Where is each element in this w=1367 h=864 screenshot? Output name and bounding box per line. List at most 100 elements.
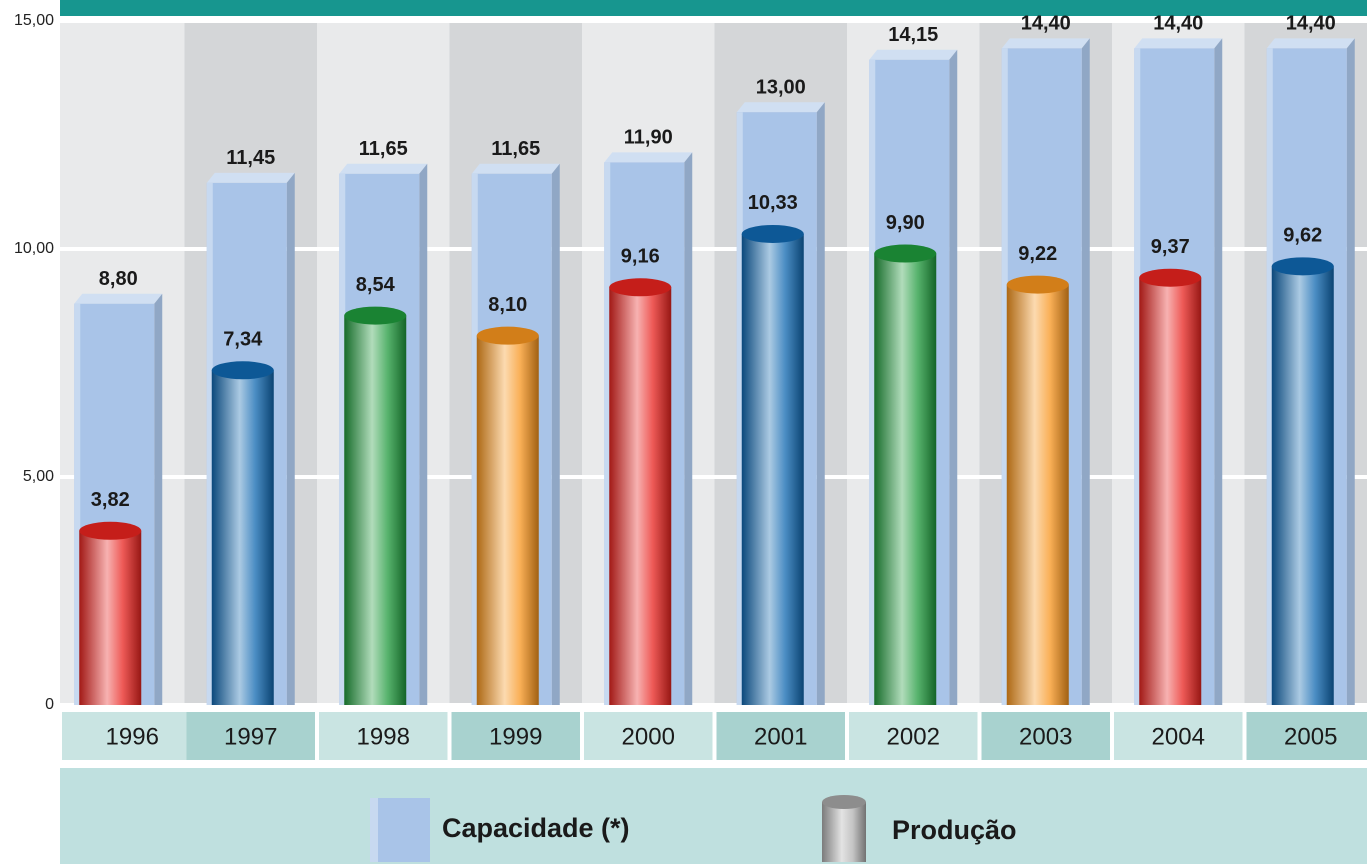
capacity-value-label: 11,65	[491, 138, 540, 160]
capacity-value-label: 11,90	[624, 127, 673, 149]
x-tick-label: 1997	[224, 723, 277, 750]
capacity-bar-side	[1081, 38, 1090, 706]
production-value-label: 9,22	[1018, 243, 1057, 265]
capacity-value-label: 11,45	[226, 147, 275, 169]
x-tick-label: 1996	[106, 723, 159, 750]
category-cell	[1246, 712, 1367, 760]
capacity-bar-edge	[471, 173, 478, 705]
capacity-value-label: 14,15	[888, 24, 938, 46]
legend-label: Produção	[892, 815, 1017, 845]
category-cell	[584, 712, 713, 760]
capacity-bar-side	[154, 293, 163, 705]
category-cell	[981, 712, 1110, 760]
capacity-bar-edge	[1134, 48, 1141, 706]
capacity-bar-top	[339, 163, 428, 174]
title-bar	[60, 0, 1367, 16]
y-tick-label: 15,00	[14, 12, 54, 29]
production-cylinder	[609, 287, 672, 705]
production-cylinder	[211, 370, 274, 705]
category-cell	[716, 712, 845, 760]
capacity-bar-side	[684, 152, 693, 706]
capacity-bar-top	[1001, 38, 1090, 49]
capacity-bar-top	[869, 49, 958, 60]
category-cell	[62, 712, 191, 760]
y-tick-label: 5,00	[23, 468, 54, 485]
category-cell	[319, 712, 448, 760]
category-cell	[1114, 712, 1243, 760]
legend-swatch-edge	[370, 798, 378, 862]
capacity-bar-top	[74, 293, 163, 304]
production-value-label: 7,34	[223, 329, 263, 351]
production-cylinder	[476, 335, 539, 705]
capacity-bar-side	[1346, 38, 1355, 706]
production-cylinder-top	[874, 244, 937, 263]
capacity-bar-top	[1266, 38, 1355, 49]
capacity-bar-edge	[736, 112, 743, 705]
y-tick-label: 0	[45, 696, 54, 713]
production-value-label: 9,62	[1283, 225, 1322, 247]
capacity-bar-edge	[1001, 48, 1008, 706]
production-value-label: 8,54	[356, 274, 396, 296]
capacity-bar-top	[1134, 38, 1223, 49]
capacity-bar-side	[816, 102, 825, 705]
x-tick-label: 1999	[489, 723, 542, 750]
production-value-label: 8,10	[488, 294, 527, 316]
capacity-bar-top	[206, 172, 295, 183]
production-cylinder	[741, 233, 804, 705]
x-tick-label: 2001	[754, 723, 807, 750]
category-cell	[186, 712, 315, 760]
production-cylinder	[344, 315, 407, 705]
x-tick-label: 2002	[887, 723, 940, 750]
capacity-bar-side	[419, 163, 428, 705]
capacity-bar-edge	[869, 59, 876, 705]
capacity-bar-edge	[604, 162, 611, 706]
production-cylinder-top	[79, 521, 142, 540]
production-cylinder-top	[1006, 275, 1069, 294]
production-value-label: 9,90	[886, 212, 925, 234]
capacity-value-label: 11,65	[359, 138, 408, 160]
category-cell	[451, 712, 580, 760]
legend-cylinder-top	[822, 795, 866, 809]
capacity-bar-side	[1214, 38, 1223, 706]
capacity-value-label: 8,80	[99, 268, 138, 290]
legend-cylinder	[822, 802, 866, 862]
production-cylinder-top	[1271, 257, 1334, 276]
capacity-value-label: 14,40	[1153, 13, 1203, 35]
production-cylinder-top	[1139, 268, 1202, 287]
production-cylinder-top	[609, 278, 672, 297]
capacity-bar-edge	[206, 182, 213, 705]
capacity-bar-top	[604, 152, 693, 163]
legend-box	[60, 768, 1367, 864]
production-cylinder	[1139, 277, 1202, 705]
production-value-label: 3,82	[91, 489, 130, 511]
production-value-label: 9,16	[621, 246, 660, 268]
x-tick-label: 2005	[1284, 723, 1337, 750]
production-cylinder	[79, 530, 142, 705]
capacity-bar-top	[736, 102, 825, 113]
capacity-bar-edge	[1266, 48, 1273, 706]
x-tick-label: 2000	[622, 723, 675, 750]
capacity-bar-side	[949, 49, 958, 705]
capacity-bar-edge	[339, 173, 346, 705]
category-cell	[849, 712, 978, 760]
capacity-value-label: 13,00	[756, 76, 806, 98]
capacity-bar-side	[286, 172, 295, 705]
legend-swatch	[370, 798, 430, 862]
capacity-bar-edge	[74, 303, 81, 705]
production-cylinder	[1006, 284, 1069, 705]
legend-label: Capacidade (*)	[442, 813, 630, 843]
production-cylinder-top	[741, 224, 804, 243]
capacity-bar-side	[551, 163, 560, 705]
x-tick-label: 1998	[357, 723, 410, 750]
x-tick-label: 2003	[1019, 723, 1072, 750]
x-tick-label: 2004	[1152, 723, 1205, 750]
production-cylinder-top	[344, 306, 407, 325]
capacity-value-label: 14,40	[1286, 13, 1336, 35]
production-value-label: 10,33	[748, 192, 798, 214]
capacity-bar-top	[471, 163, 560, 174]
capacity-value-label: 14,40	[1021, 13, 1071, 35]
y-tick-label: 10,00	[14, 240, 54, 257]
production-cylinder	[1271, 266, 1334, 705]
production-cylinder	[874, 253, 937, 705]
